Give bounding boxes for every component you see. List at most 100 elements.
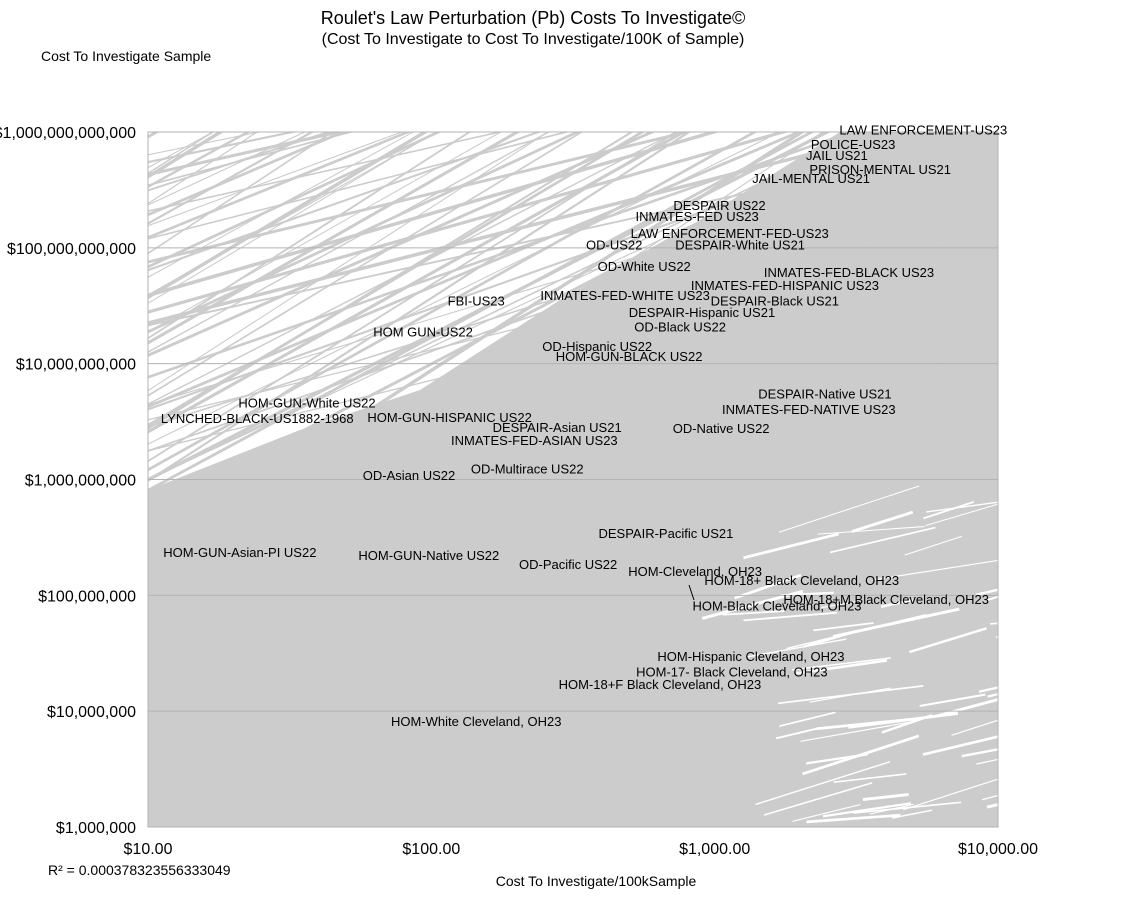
background-line <box>148 132 298 164</box>
background-line <box>148 326 998 532</box>
background-line-gap <box>851 510 914 533</box>
background-line-gap <box>786 614 927 650</box>
background-line <box>148 132 866 596</box>
background-line <box>148 132 346 177</box>
background-line-gap <box>775 726 821 740</box>
background-line-gap <box>880 598 913 609</box>
data-label: OD-Native US22 <box>673 421 770 436</box>
background-line-gap <box>833 773 907 784</box>
background-line <box>148 132 951 598</box>
background-line <box>148 132 679 463</box>
background-line-gap <box>987 692 998 698</box>
background-line <box>148 132 693 264</box>
x-tick-label: $100.00 <box>402 841 460 858</box>
background-line-gap <box>792 803 861 822</box>
background-line-gap <box>743 532 840 560</box>
background-line <box>148 188 998 530</box>
background-line-gap <box>923 501 975 520</box>
background-line-gap <box>734 573 802 600</box>
background-line-gap <box>763 782 873 816</box>
data-label: HOM-Black Cleveland, OH23 <box>692 598 861 613</box>
background-line <box>148 357 998 787</box>
y-tick-label: $10,000,000,000 <box>16 357 136 374</box>
background-line-gap <box>791 657 891 671</box>
data-label: OD-Black US22 <box>634 319 726 334</box>
background-line <box>148 132 542 272</box>
background-line <box>148 420 998 618</box>
background-line <box>148 189 998 759</box>
data-label: HOM-Cleveland, OH23 <box>628 564 762 579</box>
background-line-gap <box>975 588 998 596</box>
data-label: OD-Pacific US22 <box>519 557 617 572</box>
data-label: HOM-White Cleveland, OH23 <box>391 714 562 729</box>
x-axis-label: Cost To Investigate/100kSample <box>495 873 697 889</box>
background-line-gap <box>874 559 998 581</box>
background-line <box>148 132 504 212</box>
data-label: HOM-GUN-White US22 <box>238 396 375 411</box>
x-tick-label: $10,000.00 <box>958 841 1038 858</box>
y-axis-label: Cost To Investigate Sample <box>41 48 212 64</box>
background-line <box>148 132 502 333</box>
background-line-gap <box>778 485 920 533</box>
background-line-gap <box>743 611 838 622</box>
y-tick-label: $100,000,000,000 <box>7 241 136 258</box>
data-label: DESPAIR-White US21 <box>675 237 805 252</box>
background-line <box>148 132 442 269</box>
background-line-gap <box>935 698 998 718</box>
background-line <box>148 132 758 472</box>
background-line-gap <box>881 714 933 734</box>
background-line-gap <box>747 638 847 658</box>
chart-subtitle: (Cost To Investigate to Cost To Investig… <box>321 31 745 48</box>
background-line-gap <box>951 719 998 736</box>
gridlines <box>147 131 999 828</box>
background-line-gap <box>908 627 987 654</box>
background-line <box>148 132 930 411</box>
background-line <box>148 445 998 645</box>
data-label: OD-Asian US22 <box>363 468 455 483</box>
background-line <box>148 132 691 483</box>
background-line <box>148 488 998 757</box>
background-line-gap <box>817 526 925 535</box>
background-line <box>148 132 332 192</box>
background-line <box>148 281 998 728</box>
background-line <box>148 132 782 445</box>
background-line-gap <box>813 622 874 632</box>
data-label: JAIL-MENTAL US21 <box>752 171 870 186</box>
background-line <box>148 247 998 690</box>
background-line-gap <box>822 802 912 818</box>
background-line <box>148 132 550 353</box>
background-line <box>148 275 998 537</box>
data-label: DESPAIR-Black US21 <box>711 294 839 309</box>
background-line <box>148 341 998 772</box>
data-label: INMATES-FED-BLACK US23 <box>764 265 934 280</box>
data-label: HOM-18+M Black Cleveland, OH23 <box>783 592 989 607</box>
background-line <box>148 132 437 304</box>
background-line-gap <box>806 813 901 824</box>
x-tick-label: $10.00 <box>124 841 173 858</box>
background-line <box>148 184 998 662</box>
background-line <box>148 132 334 255</box>
background-line <box>148 205 998 756</box>
background-line-gap <box>755 761 891 806</box>
background-line <box>98 0 1048 142</box>
background-line-gap <box>904 535 962 556</box>
data-label: PRISON-MENTAL US21 <box>809 162 951 177</box>
background-line-gap <box>778 684 924 705</box>
data-label: HOM GUN-US22 <box>373 324 473 339</box>
background-line <box>148 337 998 642</box>
data-label: HOM-Hispanic Cleveland, OH23 <box>657 649 844 664</box>
tick-labels: $1,000,000 $10,000,000 $100,000,000 $1,000,… <box>0 125 1038 858</box>
background-line <box>148 151 998 452</box>
background-line-gap <box>986 803 998 809</box>
background-line <box>148 132 656 357</box>
background-line-gap <box>829 526 936 554</box>
background-line <box>148 132 806 555</box>
background-line-gap <box>987 595 998 602</box>
background-line-gap <box>961 748 998 758</box>
background-line <box>148 132 521 345</box>
chart-title: Roulet's Law Perturbation (Pb) Costs To … <box>320 8 746 28</box>
r-squared-annotation: R² = 0.000378323556333049 <box>48 862 231 878</box>
data-label: INMATES-FED-ASIAN US23 <box>451 433 618 448</box>
data-label: LYNCHED-BLACK-US1882-1968 <box>161 411 354 426</box>
